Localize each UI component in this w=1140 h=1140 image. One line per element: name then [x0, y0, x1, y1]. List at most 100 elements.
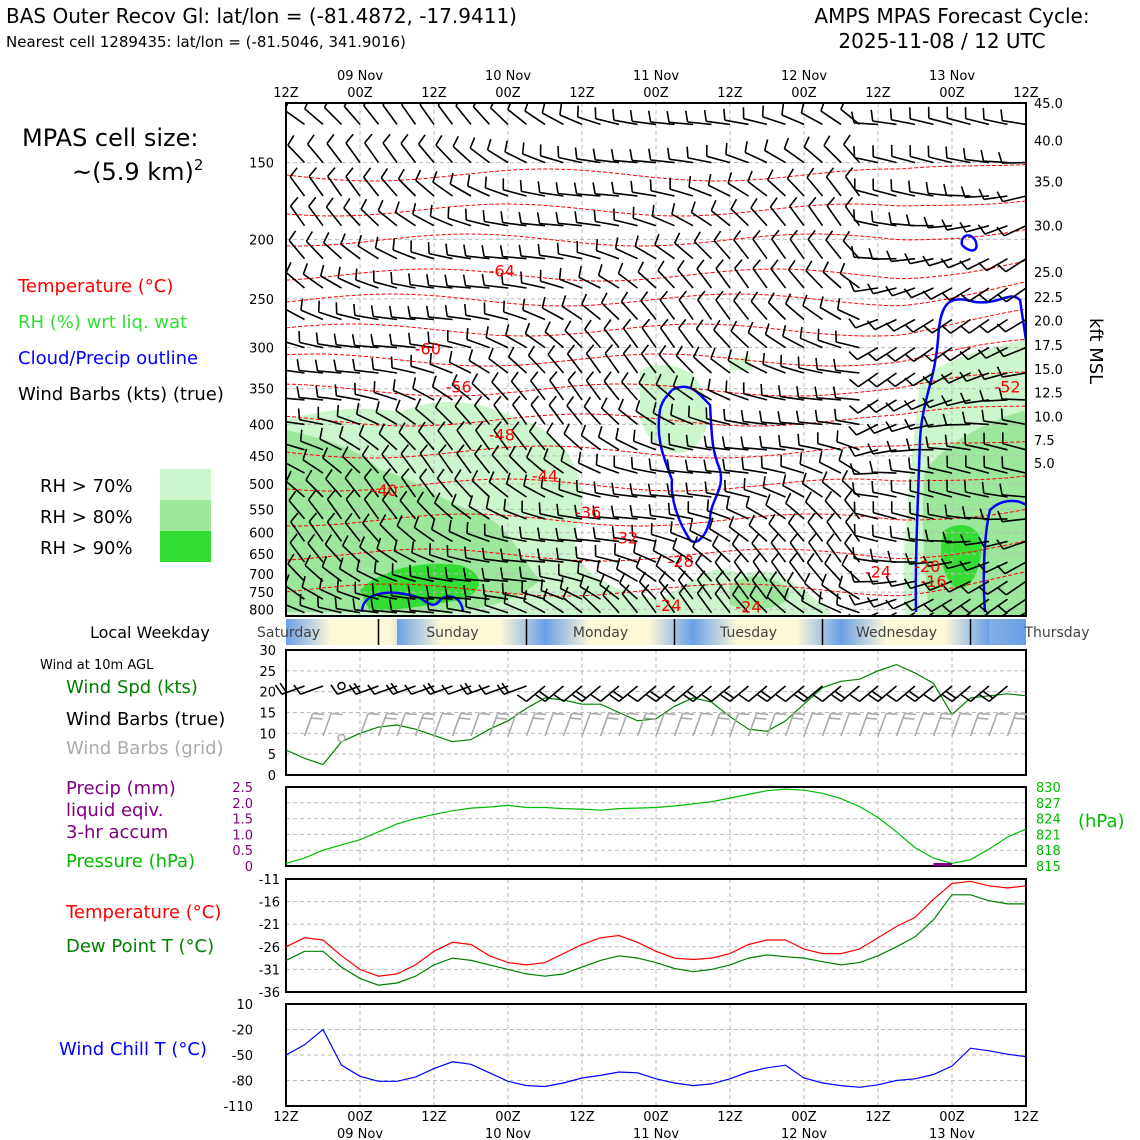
pressure-label: Pressure (hPa) — [66, 851, 195, 872]
wind-barb-320 — [559, 103, 583, 126]
wind-barb-114 — [363, 490, 380, 520]
wind10m-grid-barb-19 — [673, 712, 695, 737]
wind-barb-807 — [996, 346, 1026, 358]
wind10m-grid-barb-23 — [747, 712, 769, 737]
wind-barb-456 — [672, 537, 694, 563]
wind-barb-689 — [885, 399, 916, 412]
wind-barb-82 — [345, 167, 361, 197]
wind-barb-223 — [465, 208, 490, 227]
wind-barb-786 — [978, 318, 1008, 334]
wind-barb-389 — [621, 371, 639, 401]
wind-barb-35 — [290, 512, 306, 542]
wind-barb-714 — [909, 501, 934, 520]
isotherm-8 — [286, 405, 1026, 427]
wind-barb-700 — [909, 107, 934, 126]
wind-barb-102 — [363, 167, 380, 197]
wind-barb-606 — [819, 296, 842, 321]
wind-barb-453 — [666, 483, 694, 498]
wind-barb-595 — [807, 512, 824, 542]
bottom-time-tick-9: 00Z — [939, 1110, 965, 1125]
wind-barb-461 — [686, 146, 712, 164]
wind-barb-281 — [521, 142, 546, 164]
wind-barb-58 — [301, 575, 324, 600]
wind-barb-209 — [451, 374, 472, 401]
height-tick-12: 5.0 — [1034, 457, 1055, 472]
wind-barb-290 — [530, 395, 546, 425]
pressure-ytick-2: 821 — [1036, 828, 1061, 843]
wind-barb-674 — [872, 501, 897, 520]
wind-barb-514 — [725, 497, 749, 520]
wind-barb-213 — [454, 469, 472, 498]
wind-barb-554 — [765, 494, 786, 520]
wind-barb-187 — [427, 331, 453, 349]
wind-barb-16 — [286, 560, 287, 563]
pressure-ytick-5: 830 — [1036, 781, 1061, 796]
wind-barb-178 — [407, 585, 435, 600]
wind-barb-577 — [789, 552, 805, 582]
wind-barb-383 — [613, 208, 638, 227]
wind10m-grid-barb-32 — [914, 712, 935, 737]
wind-barb-113 — [363, 468, 380, 498]
wind-barb-286 — [522, 298, 546, 321]
hpa-label: (hPa) — [1078, 811, 1125, 832]
wind10m-grid-barb-21 — [710, 712, 732, 737]
wind-barb-280 — [524, 103, 546, 126]
wind-barb-479 — [696, 583, 713, 614]
wind-barb-692 — [888, 458, 916, 474]
wind-barb-475 — [689, 519, 712, 543]
wind-barb-744 — [940, 257, 971, 269]
wind-barb-220 — [472, 103, 491, 125]
wind-barb-372 — [595, 453, 620, 474]
wind-barb-478 — [696, 570, 713, 600]
wind-barb-675 — [871, 524, 897, 543]
wind-barb-201 — [452, 135, 472, 164]
wind-barb-532 — [741, 457, 768, 474]
temperature-line — [285, 880, 1027, 977]
wind-barb-518 — [733, 570, 750, 600]
wind-barb-415 — [631, 524, 657, 543]
wind-barb-324 — [556, 242, 583, 260]
wind-barb-235 — [466, 521, 490, 543]
wind-barb-380 — [612, 108, 638, 126]
weekday-saturday: Saturday — [257, 625, 320, 641]
wind-barb-396 — [613, 543, 638, 563]
wind-barb-264 — [499, 245, 527, 260]
wind-barb-448 — [675, 345, 694, 374]
wind10m-true-barb-32 — [886, 685, 916, 703]
wind-barb-788 — [977, 369, 1008, 381]
wind10m-true-barb-22 — [701, 685, 731, 703]
wind-barb-794 — [979, 508, 1008, 521]
wind-barb-391 — [615, 427, 638, 451]
wind-barb-771 — [964, 433, 990, 451]
wind-barb-693 — [890, 479, 916, 498]
top-time-tick-8: 12Z — [865, 86, 891, 101]
wind-barb-246 — [483, 302, 509, 321]
wind-barb-124 — [374, 236, 398, 260]
weekday-segment-2 — [545, 619, 693, 645]
wind-barb-612 — [818, 450, 842, 474]
wind-barb-743 — [941, 219, 971, 231]
wind-barb-520 — [742, 107, 768, 126]
isotherm-label-2: -56 — [446, 378, 472, 397]
wind-barb-818 — [996, 598, 1026, 614]
wind-barb-732 — [927, 456, 953, 474]
wind-barb-508 — [727, 349, 749, 374]
wind-barb-76 — [324, 534, 343, 563]
wind-barb-819 — [996, 611, 1026, 616]
wind-barb-635 — [845, 512, 861, 542]
wind-barb-582 — [806, 167, 824, 197]
wind-barb-783 — [977, 224, 1008, 235]
wind-barb-195 — [430, 518, 453, 543]
wind-barb-270 — [512, 395, 528, 425]
wind-barb-83 — [343, 197, 361, 227]
wind-barb-125 — [373, 270, 398, 289]
wind-barb-705 — [903, 287, 934, 299]
wind-barb-34 — [288, 490, 306, 520]
wind-barb-681 — [890, 144, 916, 164]
wind-barb-288 — [527, 345, 546, 374]
wind-barb-232 — [474, 444, 491, 474]
bottom-time-tick-10: 12Z — [1013, 1110, 1039, 1125]
wind-barb-403 — [632, 206, 657, 227]
wind-barb-499 — [714, 584, 731, 614]
wind-barb-789 — [979, 390, 1008, 402]
